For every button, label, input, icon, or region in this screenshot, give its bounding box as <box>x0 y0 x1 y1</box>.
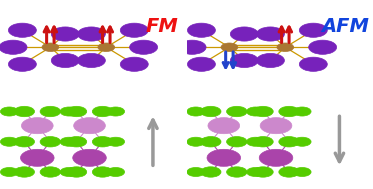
Circle shape <box>130 40 157 54</box>
Circle shape <box>51 53 79 68</box>
Circle shape <box>253 136 273 147</box>
Circle shape <box>78 53 106 68</box>
Circle shape <box>208 118 240 134</box>
Circle shape <box>187 167 205 177</box>
Circle shape <box>66 106 87 117</box>
Circle shape <box>66 167 87 177</box>
Circle shape <box>257 27 285 41</box>
Text: FM: FM <box>146 17 179 36</box>
Circle shape <box>51 27 79 41</box>
Circle shape <box>279 167 299 177</box>
Circle shape <box>0 107 18 116</box>
Circle shape <box>188 57 216 71</box>
Text: AFM: AFM <box>321 17 369 36</box>
Circle shape <box>40 106 60 117</box>
Circle shape <box>279 106 299 117</box>
Circle shape <box>73 149 106 166</box>
Circle shape <box>60 167 78 177</box>
Circle shape <box>93 136 113 147</box>
Circle shape <box>247 107 264 116</box>
Circle shape <box>187 107 205 116</box>
Circle shape <box>42 43 59 52</box>
Circle shape <box>178 40 206 54</box>
Circle shape <box>299 23 327 37</box>
Circle shape <box>93 167 113 177</box>
Circle shape <box>187 137 205 146</box>
Circle shape <box>201 106 221 117</box>
Circle shape <box>221 43 238 52</box>
Circle shape <box>253 167 273 177</box>
Circle shape <box>14 106 34 117</box>
Circle shape <box>9 57 37 71</box>
Circle shape <box>107 137 125 146</box>
Circle shape <box>66 136 87 147</box>
Circle shape <box>260 118 292 134</box>
Circle shape <box>227 106 247 117</box>
Circle shape <box>120 57 148 71</box>
Circle shape <box>308 40 336 54</box>
Circle shape <box>259 149 293 166</box>
Circle shape <box>14 136 34 147</box>
Circle shape <box>98 43 115 52</box>
Circle shape <box>9 23 37 37</box>
Circle shape <box>21 149 54 166</box>
Circle shape <box>120 23 148 37</box>
Circle shape <box>73 118 106 134</box>
Circle shape <box>227 136 247 147</box>
Circle shape <box>293 107 311 116</box>
Circle shape <box>247 137 264 146</box>
Circle shape <box>279 136 299 147</box>
Circle shape <box>299 57 327 71</box>
Circle shape <box>201 167 221 177</box>
Circle shape <box>0 167 18 177</box>
Circle shape <box>277 43 294 52</box>
Circle shape <box>78 27 106 41</box>
Circle shape <box>230 53 258 68</box>
Circle shape <box>0 137 18 146</box>
Circle shape <box>207 149 241 166</box>
Circle shape <box>93 106 113 117</box>
Circle shape <box>188 23 216 37</box>
Circle shape <box>230 27 258 41</box>
Circle shape <box>0 40 27 54</box>
Circle shape <box>247 167 264 177</box>
Circle shape <box>60 107 78 116</box>
Circle shape <box>253 106 273 117</box>
Circle shape <box>60 137 78 146</box>
Circle shape <box>293 137 311 146</box>
Circle shape <box>40 136 60 147</box>
Circle shape <box>201 136 221 147</box>
Circle shape <box>22 118 53 134</box>
Circle shape <box>14 167 34 177</box>
Circle shape <box>293 167 311 177</box>
Circle shape <box>40 167 60 177</box>
Circle shape <box>257 53 285 68</box>
Circle shape <box>107 167 125 177</box>
Circle shape <box>107 107 125 116</box>
Circle shape <box>227 167 247 177</box>
